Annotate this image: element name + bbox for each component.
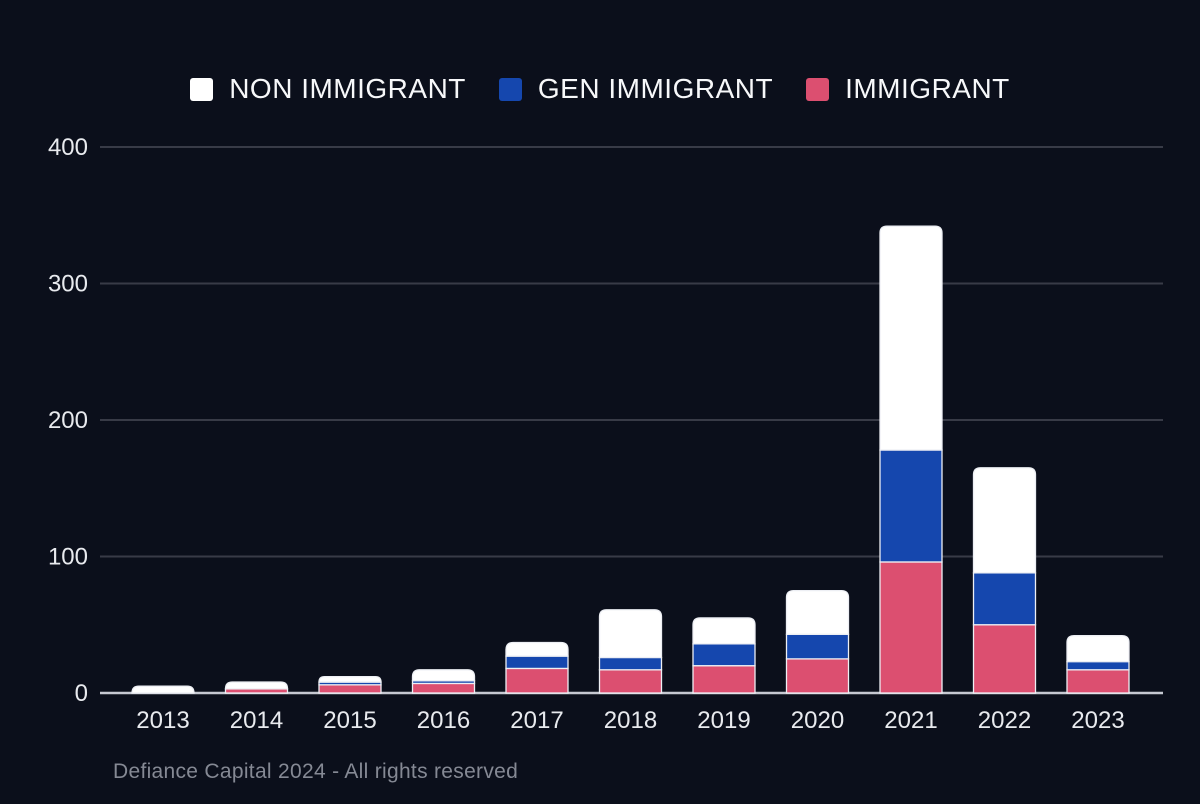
x-tick-label-2015: 2015 [323,707,376,734]
bar-segment-gen-immigrant-2021 [879,449,943,563]
x-tick-label-2023: 2023 [1071,707,1124,734]
bar-segment-non-immigrant-2014 [224,681,289,690]
x-tick-label-2018: 2018 [604,707,657,734]
bar-segment-gen-immigrant-2019 [692,643,756,667]
bar-segment-gen-immigrant-2017 [505,655,569,670]
bar-segment-immigrant-2015 [318,684,382,694]
bar-segment-immigrant-2023 [1066,669,1130,694]
bar-segment-gen-immigrant-2023 [1066,660,1130,671]
legend-swatch-immigrant [806,77,830,101]
bar-segment-immigrant-2016 [411,682,476,694]
x-tick-label-2020: 2020 [791,707,844,734]
x-tick-label-2022: 2022 [978,707,1031,734]
bar-segment-non-immigrant-2023 [1066,635,1130,663]
bar-segment-gen-immigrant-2020 [785,633,850,660]
x-tick-label-2016: 2016 [417,707,470,734]
copyright-text: Defiance Capital 2024 - All rights reser… [113,760,519,783]
x-tick-label-2019: 2019 [697,707,750,734]
x-tick-label-2013: 2013 [136,707,189,734]
x-tick-label-2014: 2014 [230,707,283,734]
legend-label: NON IMMIGRANT [229,73,466,104]
bar-segment-gen-immigrant-2018 [598,656,663,671]
bar-segment-non-immigrant-2020 [785,589,850,635]
legend-swatch-non-immigrant [190,77,214,101]
legend-label: IMMIGRANT [845,73,1010,104]
legend-item-immigrant: IMMIGRANT [806,73,1010,105]
bar-segment-immigrant-2019 [692,665,756,694]
bar-segment-gen-immigrant-2022 [972,572,1037,626]
y-tick-label-200: 200 [48,407,88,434]
bar-segment-non-immigrant-2013 [131,685,195,694]
bar-segment-non-immigrant-2019 [692,617,756,645]
bar-segment-immigrant-2017 [505,667,569,694]
legend-item-non-immigrant: NON IMMIGRANT [190,73,466,105]
bar-segment-non-immigrant-2017 [505,641,569,657]
chart-legend: NON IMMIGRANT GEN IMMIGRANT IMMIGRANT [0,73,1200,105]
y-tick-label-300: 300 [48,271,88,298]
legend-swatch-gen-immigrant [498,77,522,101]
y-tick-label-400: 400 [48,134,88,161]
y-tick-label-0: 0 [75,680,88,707]
bar-segment-non-immigrant-2021 [879,225,943,451]
y-tick-label-100: 100 [48,544,88,571]
x-tick-label-2021: 2021 [884,707,937,734]
bar-segment-non-immigrant-2015 [318,675,382,683]
bar-segment-immigrant-2022 [972,624,1037,694]
x-tick-label-2017: 2017 [510,707,563,734]
bar-segment-non-immigrant-2016 [411,669,476,682]
legend-item-gen-immigrant: GEN IMMIGRANT [498,73,774,105]
bar-segment-immigrant-2021 [879,561,943,694]
bar-segment-immigrant-2020 [785,658,850,694]
bar-segment-immigrant-2018 [598,669,663,694]
legend-label: GEN IMMIGRANT [537,73,774,104]
bar-segment-non-immigrant-2022 [972,467,1037,574]
bar-segment-non-immigrant-2018 [598,609,663,659]
